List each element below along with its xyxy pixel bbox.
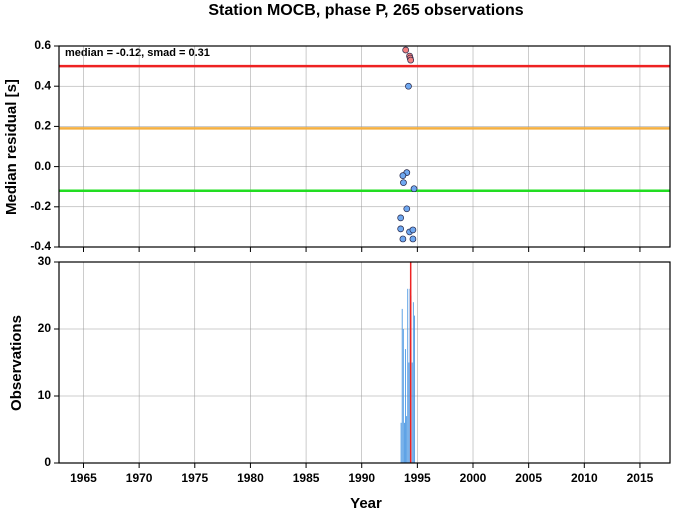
x-axis-title: Year [350, 495, 382, 511]
bar [405, 349, 406, 463]
y-axis-title: Observations [8, 315, 25, 411]
x-tick-label: 2015 [627, 471, 654, 485]
y-tick-label: -0.2 [30, 199, 51, 213]
bar [406, 416, 408, 463]
bar [407, 288, 409, 463]
y-tick-label: 0.6 [34, 38, 51, 52]
y-tick-label: 0.2 [34, 119, 51, 133]
bar [401, 308, 403, 463]
bar [412, 302, 414, 463]
point [405, 82, 412, 90]
x-tick-label: 2000 [460, 471, 487, 485]
annotation: median = -0.12, smad = 0.31 [65, 47, 210, 59]
point [397, 214, 405, 222]
x-tick-label: 2005 [515, 471, 542, 485]
point [400, 179, 407, 187]
bar [414, 315, 415, 463]
x-tick-label: 1985 [293, 471, 320, 485]
x-tick-label: 1980 [237, 471, 264, 485]
x-tick-label: 1965 [70, 471, 97, 485]
y-tick-label: 30 [38, 254, 52, 268]
bar [408, 362, 410, 463]
y-tick-label: -0.4 [30, 239, 51, 253]
x-tick-label: 1990 [348, 471, 375, 485]
bar [411, 362, 413, 463]
plot-frame [58, 45, 671, 248]
point [403, 205, 411, 213]
point [399, 172, 407, 179]
y-tick-label: 0.4 [34, 78, 51, 92]
point [399, 235, 407, 243]
bar [404, 422, 405, 463]
point [409, 235, 417, 243]
y-tick-label: 0.0 [34, 159, 51, 173]
bar [400, 422, 402, 463]
bar [402, 329, 404, 463]
x-tick-label: 1970 [126, 471, 153, 485]
x-tick-label: 2010 [571, 471, 598, 485]
y-tick-label: 0 [44, 455, 51, 469]
x-tick-label: 1975 [181, 471, 208, 485]
y-tick-label: 10 [38, 388, 52, 402]
point [410, 185, 418, 193]
y-tick-label: 20 [38, 321, 52, 335]
y-axis-title: Median residual [s] [3, 79, 20, 215]
x-tick-label: 1995 [404, 471, 431, 485]
point [402, 46, 410, 54]
point [397, 225, 405, 233]
plot-frame [58, 261, 671, 464]
chart-title: Station MOCB, phase P, 265 observations [208, 2, 523, 19]
point [407, 56, 415, 64]
point [409, 226, 417, 234]
